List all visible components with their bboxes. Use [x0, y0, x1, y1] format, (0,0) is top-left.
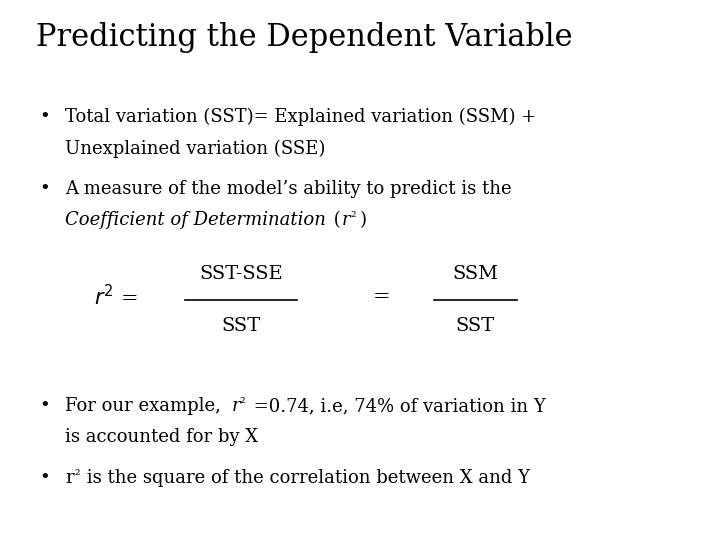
Text: (: (: [328, 211, 341, 230]
Text: Coefficient of Determination: Coefficient of Determination: [65, 211, 325, 230]
Text: is the square of the correlation between X and Y: is the square of the correlation between…: [81, 469, 531, 487]
Text: ²: ²: [74, 469, 80, 483]
Text: r: r: [65, 469, 73, 487]
Text: Unexplained variation (SSE): Unexplained variation (SSE): [65, 139, 325, 158]
Text: SSM: SSM: [452, 265, 498, 283]
Text: For our example,: For our example,: [65, 397, 226, 415]
Text: ²: ²: [351, 211, 356, 225]
Text: ): ): [360, 211, 367, 230]
Text: SST-SSE: SST-SSE: [199, 265, 283, 283]
Text: Predicting the Dependent Variable: Predicting the Dependent Variable: [36, 22, 572, 52]
Text: •: •: [40, 108, 50, 126]
Text: r: r: [232, 397, 240, 415]
Text: =: =: [373, 287, 390, 307]
Text: •: •: [40, 180, 50, 198]
Text: $r^2$ =: $r^2$ =: [94, 285, 137, 309]
Text: •: •: [40, 397, 50, 415]
Text: Total variation (SST)= Explained variation (SSM) +: Total variation (SST)= Explained variati…: [65, 108, 536, 126]
Text: A measure of the model’s ability to predict is the: A measure of the model’s ability to pred…: [65, 180, 511, 198]
Text: SST: SST: [222, 316, 261, 335]
Text: is accounted for by X: is accounted for by X: [65, 428, 258, 446]
Text: SST: SST: [456, 316, 495, 335]
Text: =0.74, i.e, 74% of variation in Y: =0.74, i.e, 74% of variation in Y: [248, 397, 546, 415]
Text: •: •: [40, 469, 50, 487]
Text: r: r: [342, 211, 351, 230]
Text: ²: ²: [239, 397, 245, 411]
